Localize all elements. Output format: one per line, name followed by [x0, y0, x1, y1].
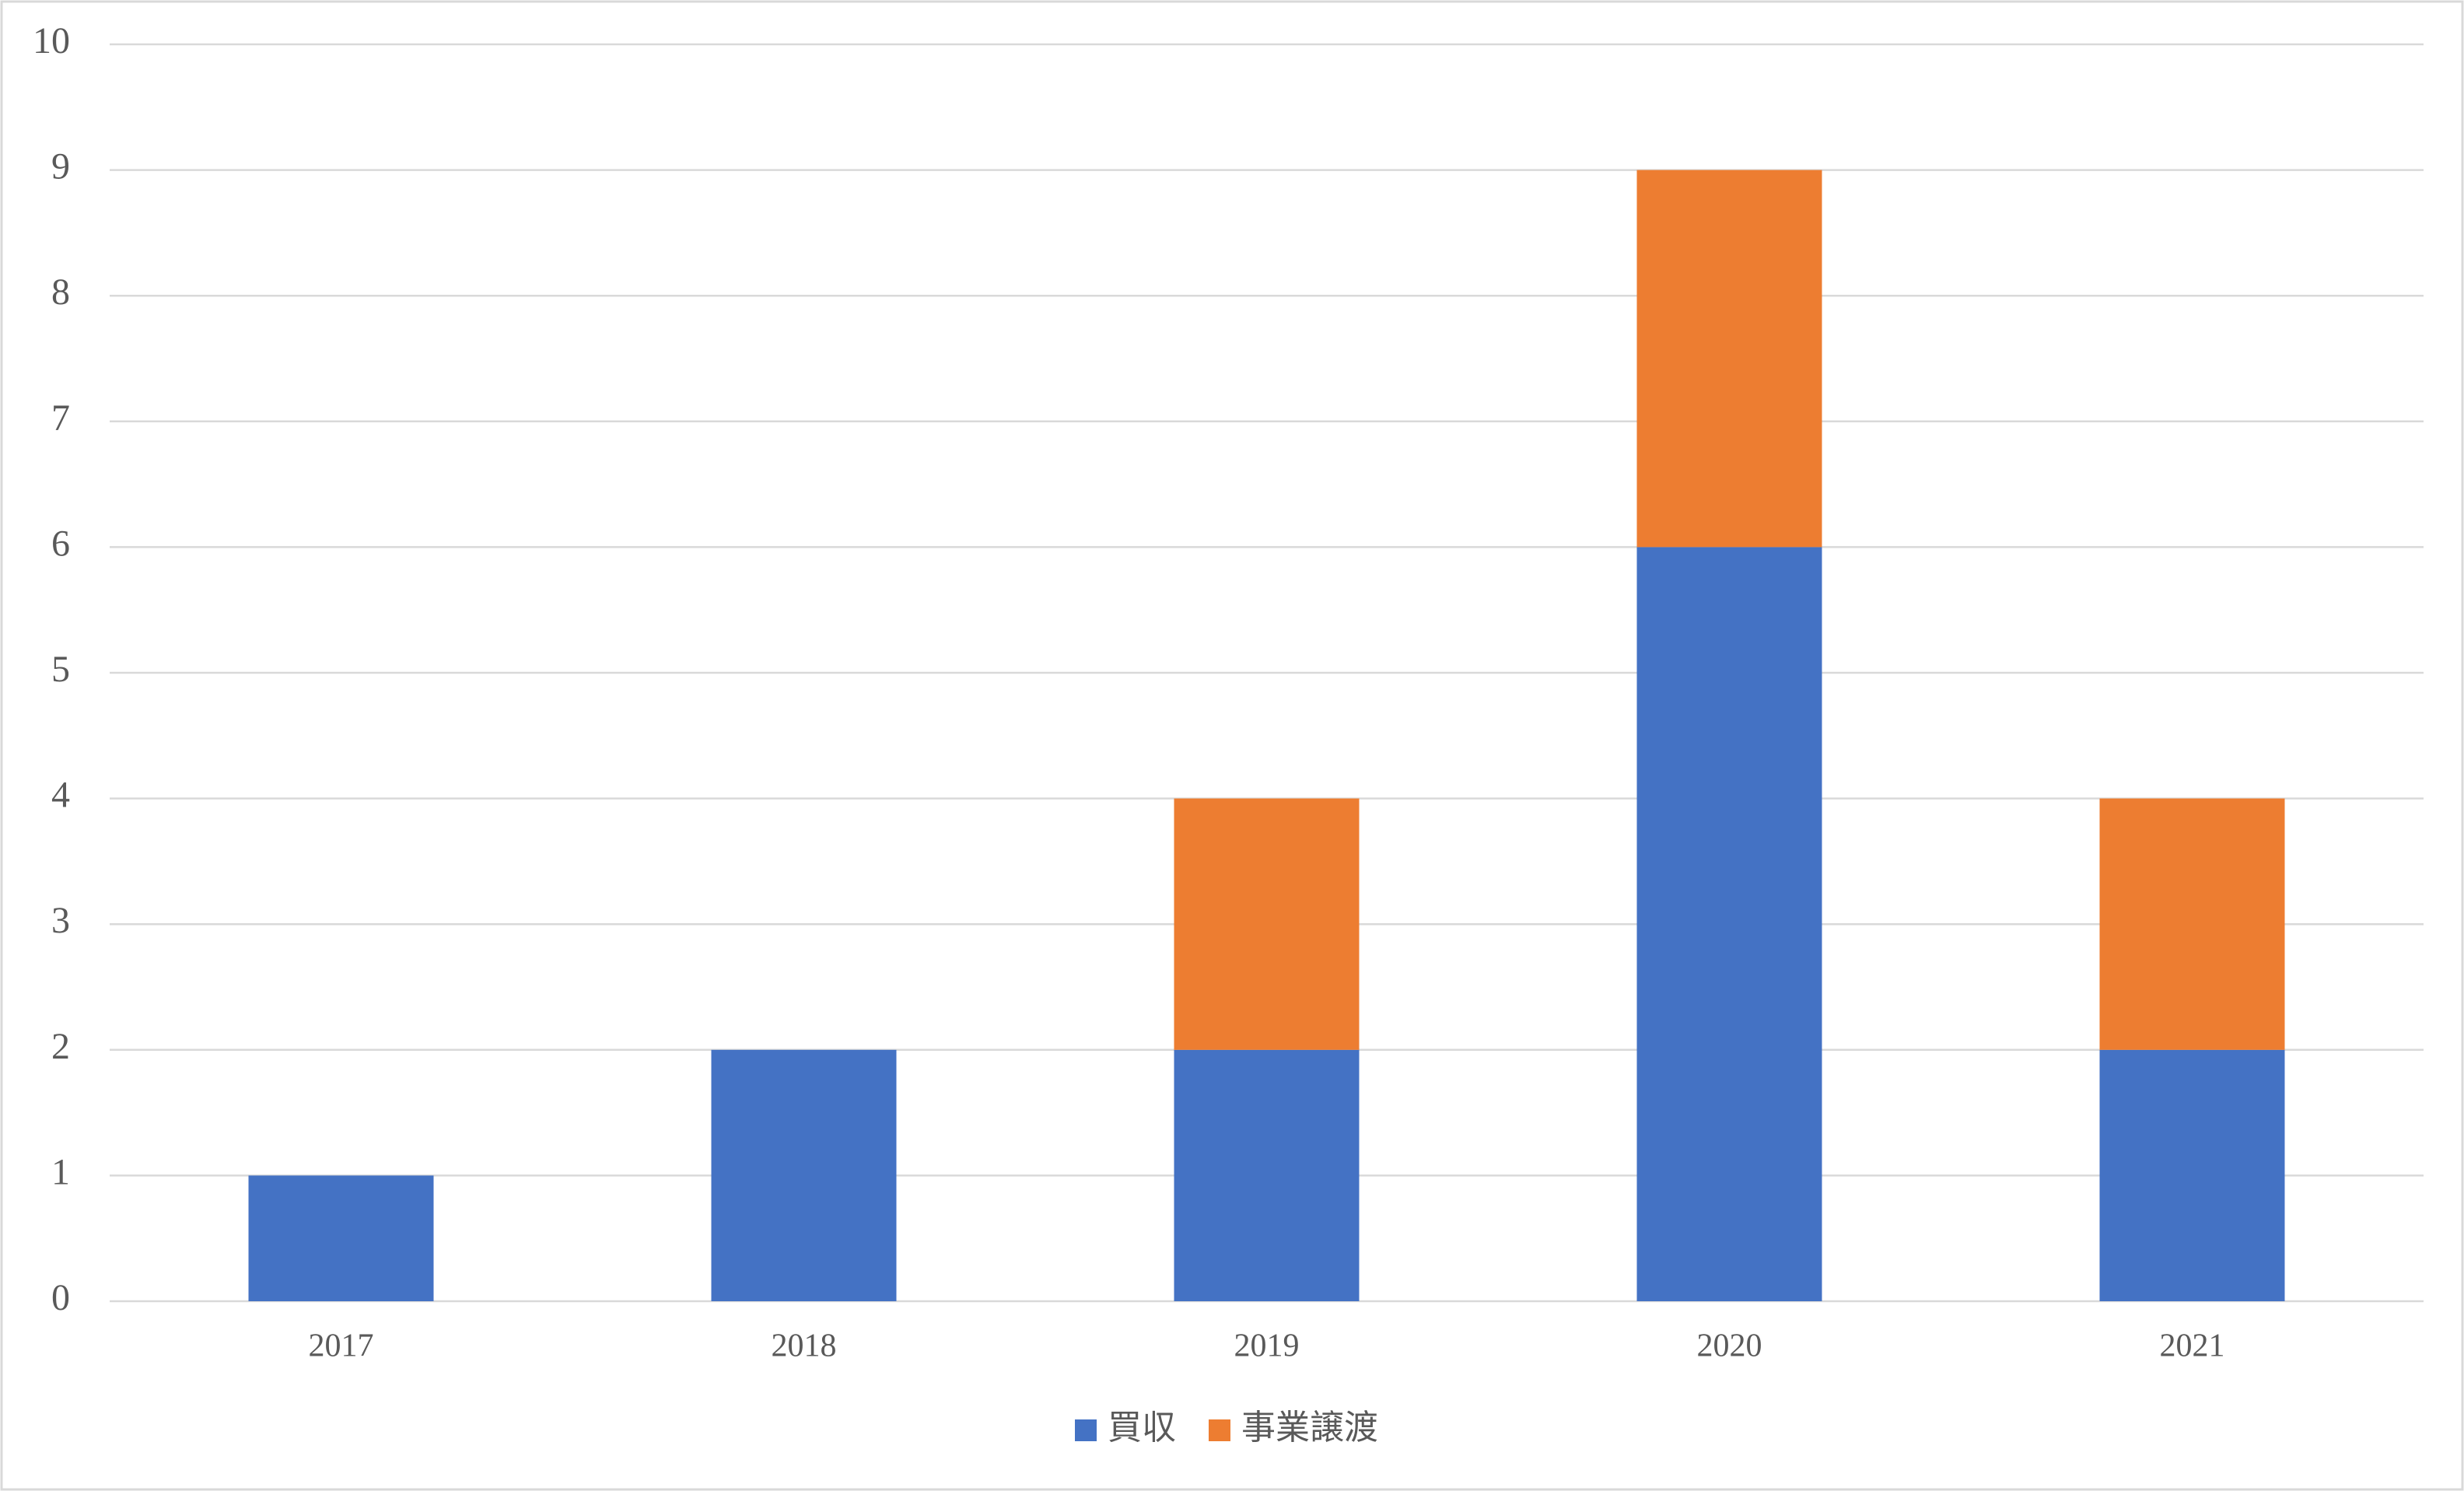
x-tick-label: 2018 [772, 1328, 837, 1364]
x-tick-label: 2017 [309, 1328, 374, 1364]
y-tick-label: 3 [51, 900, 70, 941]
bar-segment [2099, 798, 2285, 1050]
y-tick-label: 10 [33, 20, 70, 61]
bar-segment [1174, 798, 1360, 1050]
y-tick-label: 4 [51, 775, 70, 816]
x-tick-label: 2021 [2160, 1328, 2225, 1364]
y-tick-label: 6 [51, 523, 70, 564]
y-tick-label: 5 [51, 649, 70, 690]
y-tick-label: 7 [51, 397, 70, 439]
bar-segment [711, 1049, 897, 1301]
legend-swatch [1209, 1419, 1230, 1441]
bar-segment [1636, 547, 1822, 1301]
bar-segment [248, 1175, 434, 1301]
y-tick-label: 9 [51, 146, 70, 187]
y-tick-label: 8 [51, 271, 70, 313]
x-tick-label: 2020 [1697, 1328, 1762, 1364]
y-tick-label: 2 [51, 1026, 70, 1067]
bar-segment [1174, 1049, 1360, 1301]
legend-swatch [1075, 1419, 1097, 1441]
bar-segment [1636, 170, 1822, 548]
legend-label: 事業譲渡 [1241, 1409, 1378, 1447]
x-tick-label: 2019 [1234, 1328, 1300, 1364]
bar-segment [2099, 1049, 2285, 1301]
y-tick-label: 0 [51, 1277, 70, 1318]
legend-label: 買収 [1108, 1409, 1176, 1447]
y-tick-label: 1 [51, 1151, 70, 1192]
